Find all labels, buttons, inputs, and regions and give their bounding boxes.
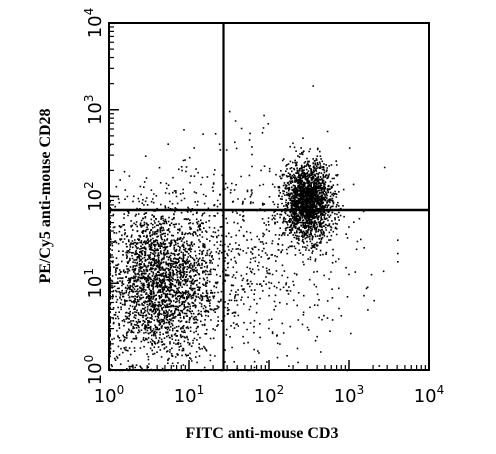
x-axis-title: FITC anti-mouse CD3 (186, 425, 339, 442)
population-points-0 (109, 143, 252, 372)
x-axis-ticks: 100 101 102 103 104 (94, 360, 445, 407)
x-tick-label: 101 (174, 383, 205, 407)
y-axis-title: PE/Cy5 anti-mouse CD28 (37, 108, 54, 283)
y-tick-label: 100 (82, 355, 106, 386)
x-tick-label: 102 (254, 383, 285, 407)
y-axis-ticks: 100 101 102 103 104 (82, 8, 119, 386)
y-tick-label: 104 (82, 8, 106, 39)
quadrant-gates (109, 23, 429, 370)
data-points (109, 85, 399, 372)
x-tick-label: 100 (94, 383, 125, 407)
y-tick-label: 102 (82, 181, 106, 212)
x-tick-label: 103 (334, 383, 365, 407)
y-tick-label: 101 (82, 268, 106, 299)
x-tick-label: 104 (414, 383, 445, 407)
population-points-1 (271, 137, 361, 266)
y-tick-label: 103 (82, 94, 106, 125)
